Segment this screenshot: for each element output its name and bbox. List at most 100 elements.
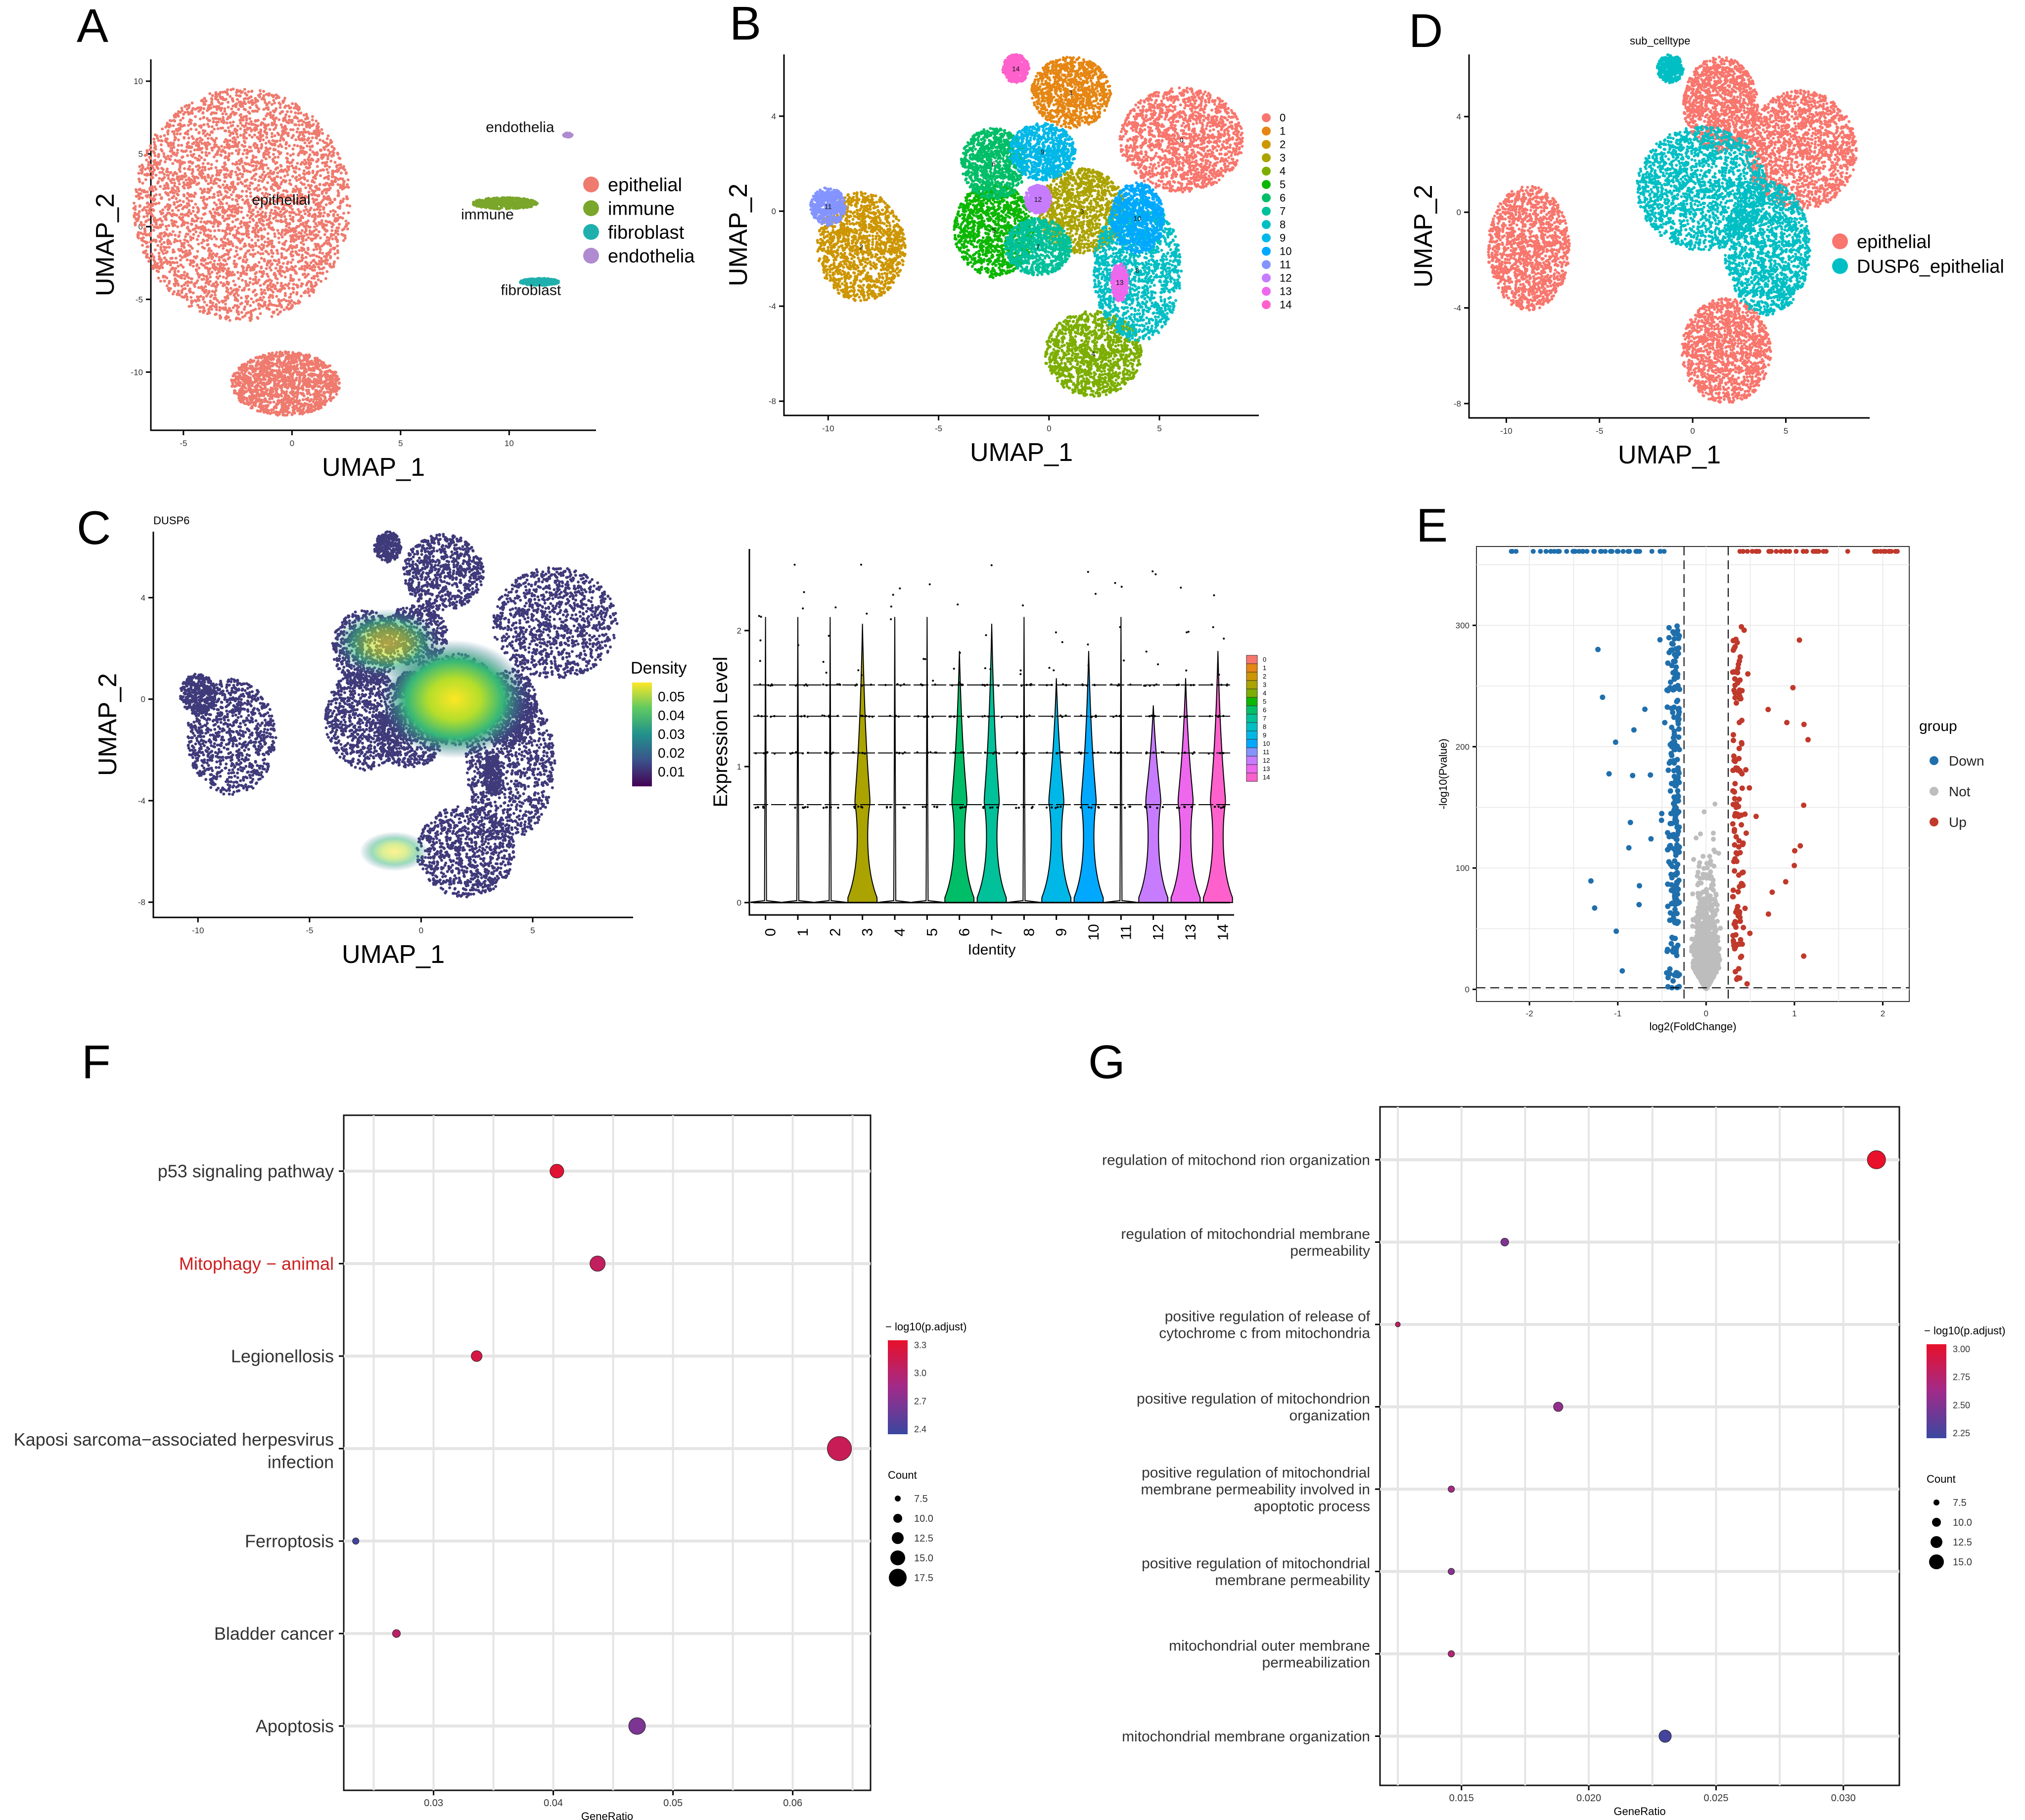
cell-point	[161, 128, 164, 131]
cell-point	[229, 319, 231, 322]
cell-point	[245, 179, 248, 182]
cell-point	[134, 205, 137, 208]
cell-point	[233, 215, 236, 218]
cell-point	[183, 251, 185, 254]
cell-point	[320, 200, 323, 203]
cell-point	[216, 283, 219, 286]
cell-point	[223, 146, 226, 149]
cell-point	[315, 228, 318, 231]
cell-point	[248, 206, 251, 209]
cell-point	[176, 226, 179, 228]
cell-point	[245, 122, 248, 125]
cell-point	[215, 174, 218, 177]
cell-point	[291, 250, 294, 253]
cell-point	[278, 152, 281, 155]
cell-point	[274, 135, 276, 137]
cell-point	[181, 207, 184, 210]
cell-point	[173, 250, 176, 253]
cell-point	[229, 121, 232, 124]
cell-point	[157, 139, 160, 142]
cell-point	[226, 294, 229, 297]
cell-point	[197, 132, 200, 135]
cell-point	[169, 172, 172, 175]
cell-point	[260, 228, 263, 231]
cell-point	[152, 209, 155, 212]
cell-point	[227, 101, 230, 104]
panel-letter-a: A	[77, 0, 108, 52]
cell-point	[227, 106, 230, 109]
cell-point	[255, 173, 258, 176]
cell-point	[189, 296, 192, 299]
cell-point	[347, 211, 350, 214]
cell-point	[307, 280, 310, 283]
cell-point	[248, 145, 251, 148]
cell-point	[257, 150, 260, 153]
cell-point	[241, 124, 244, 127]
cell-point	[299, 145, 302, 148]
cell-point	[291, 258, 294, 261]
cell-point	[235, 94, 238, 97]
cluster-points	[132, 88, 573, 417]
cell-point	[222, 116, 225, 119]
cell-point	[298, 278, 301, 281]
cell-point	[183, 136, 185, 139]
cell-point	[298, 134, 301, 136]
cell-point	[303, 209, 306, 212]
cell-point	[187, 136, 190, 139]
cell-point	[183, 167, 186, 170]
cell-point	[186, 259, 189, 262]
cell-point	[168, 198, 171, 201]
cell-point	[211, 302, 214, 305]
cell-point	[257, 239, 260, 242]
cell-point	[297, 213, 300, 216]
cell-point	[245, 195, 248, 198]
cell-point	[255, 244, 258, 247]
cell-point	[323, 211, 326, 214]
cell-point	[304, 131, 307, 134]
cell-point	[197, 243, 200, 246]
cell-point	[213, 243, 216, 246]
cell-point	[244, 102, 247, 105]
cell-point	[138, 172, 140, 175]
cell-point	[234, 171, 237, 174]
cell-point	[280, 266, 283, 269]
cell-point	[180, 242, 183, 245]
cell-point	[226, 184, 229, 187]
cell-point	[253, 134, 256, 136]
cell-point	[279, 103, 282, 106]
cell-point	[322, 215, 325, 218]
cell-point	[171, 196, 174, 199]
cell-point	[236, 203, 239, 206]
cell-point	[215, 117, 218, 120]
cell-point	[281, 284, 284, 287]
cell-point	[213, 196, 216, 199]
cell-point	[186, 192, 189, 195]
cell-point	[330, 140, 333, 143]
cell-point	[207, 182, 210, 185]
cell-point	[211, 94, 214, 97]
cell-point	[134, 224, 137, 227]
cell-point	[237, 257, 240, 260]
cell-point	[160, 266, 163, 269]
cell-point	[240, 211, 243, 214]
cell-point	[224, 253, 227, 256]
cell-point	[177, 265, 180, 268]
cell-point	[252, 301, 255, 304]
cell-point	[331, 201, 334, 204]
cell-point	[313, 254, 316, 257]
cell-point	[316, 153, 319, 156]
cell-point	[251, 136, 254, 138]
cell-point	[190, 305, 193, 308]
cell-point	[297, 154, 300, 157]
cell-point	[323, 233, 326, 236]
cell-point	[159, 280, 162, 283]
cell-point	[183, 161, 186, 164]
cell-point	[153, 141, 156, 144]
cell-point	[237, 227, 240, 229]
cell-point	[313, 277, 316, 280]
cell-point	[159, 260, 162, 263]
cell-point	[318, 263, 321, 266]
cell-point	[316, 248, 319, 251]
cell-point	[183, 277, 186, 280]
cell-point	[210, 186, 213, 189]
